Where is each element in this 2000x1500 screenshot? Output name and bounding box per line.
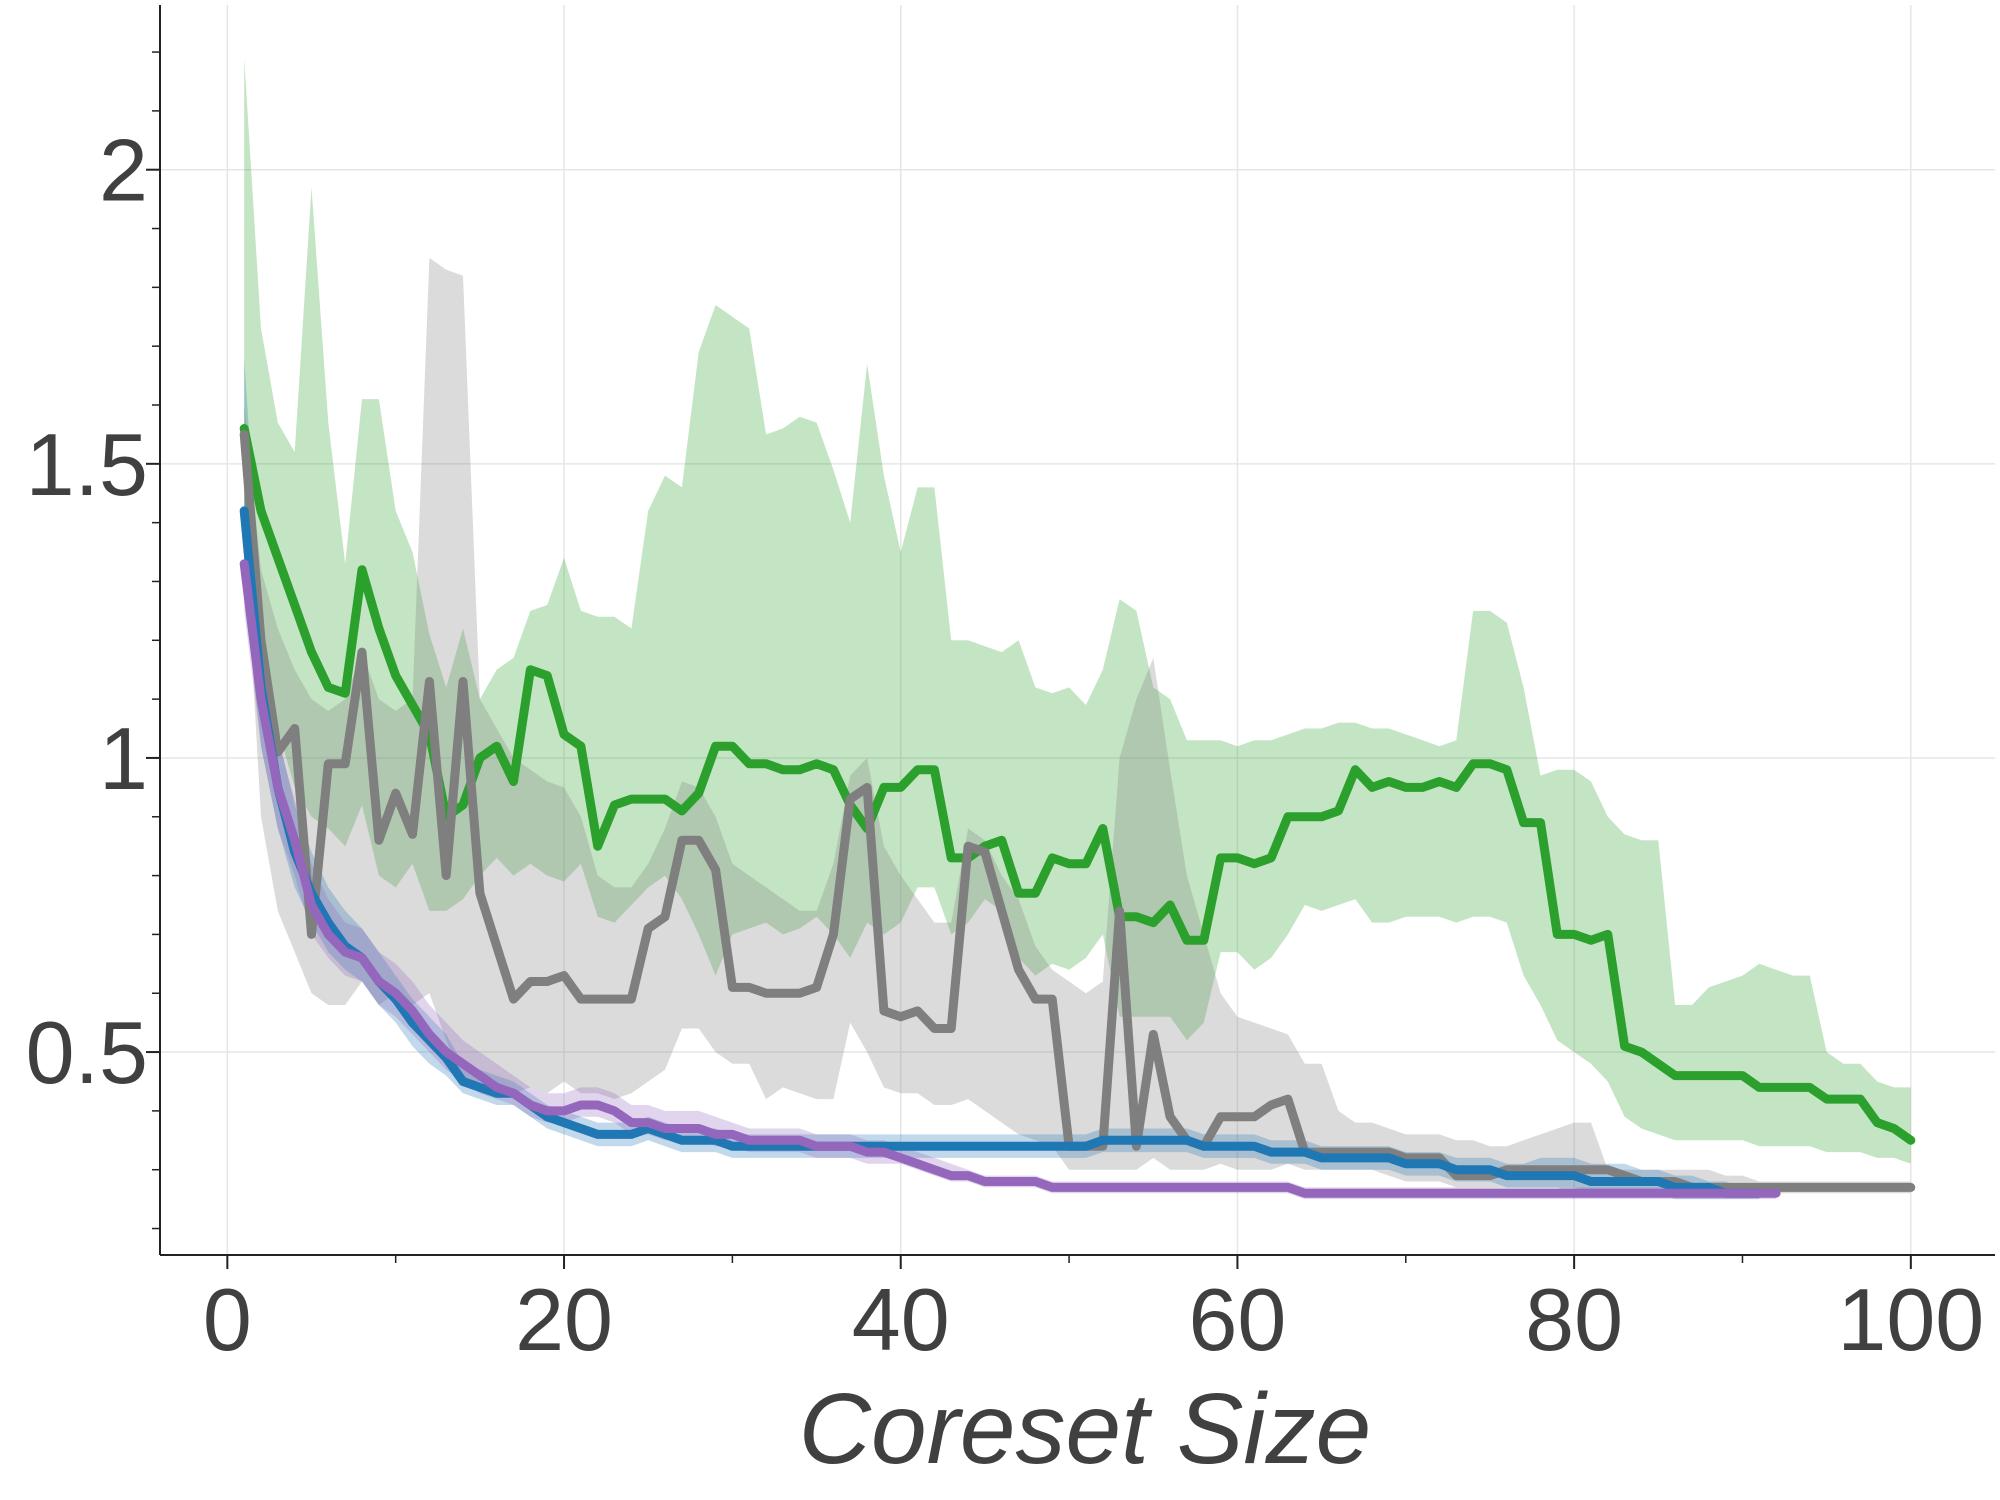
y-tick-label-1: 1 — [99, 709, 148, 808]
x-tick-label-2: 40 — [852, 1270, 950, 1369]
series-3-line — [239, 559, 1781, 1198]
confidence-bands — [244, 57, 1911, 1200]
series-1-band — [244, 257, 1911, 1194]
series-0-line — [239, 424, 1916, 1145]
y-tick-label-0: 0.5 — [26, 1003, 148, 1102]
x-axis-title: Coreset Size — [799, 1373, 1371, 1485]
x-tick-label-0: 0 — [203, 1270, 252, 1369]
series-0-band — [244, 57, 1911, 1164]
y-tick-label-3: 2 — [99, 121, 148, 220]
tick-labels: 0 20 40 60 80 100 0.5 1 1.5 2 — [26, 121, 1985, 1369]
axes — [146, 5, 1995, 1269]
series-2-line — [239, 506, 1764, 1198]
x-tick-label-5: 100 — [1837, 1270, 1984, 1369]
x-tick-label-3: 60 — [1188, 1270, 1286, 1369]
x-tick-label-1: 20 — [515, 1270, 613, 1369]
x-tick-label-4: 80 — [1525, 1270, 1623, 1369]
series-lines — [239, 424, 1916, 1198]
y-tick-label-2: 1.5 — [26, 415, 148, 514]
